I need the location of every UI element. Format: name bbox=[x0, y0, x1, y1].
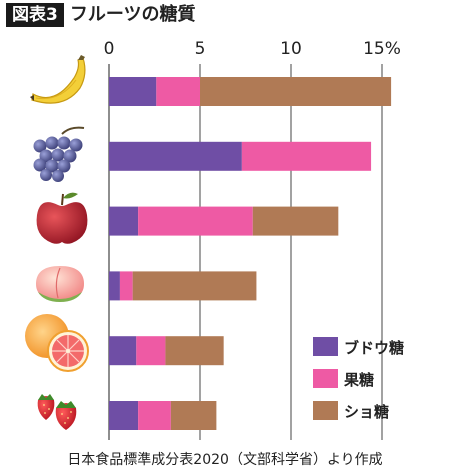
bar-banana-series-0 bbox=[109, 77, 157, 106]
legend-label-sucrose: ショ糖 bbox=[344, 403, 389, 421]
bar-strawberry-series-1 bbox=[138, 401, 171, 430]
peach-icon bbox=[36, 266, 84, 302]
x-tick-label-0: 0 bbox=[104, 39, 115, 59]
bar-grape-series-1 bbox=[241, 141, 372, 171]
bar-strawberry-series-0 bbox=[109, 401, 139, 430]
apple-icon bbox=[36, 192, 88, 244]
chart-title: フルーツの糖質 bbox=[69, 4, 196, 25]
bar-grapefruit-series-1 bbox=[136, 336, 166, 366]
bar-peach-series-0 bbox=[109, 271, 120, 301]
bar-grape-series-0 bbox=[109, 141, 242, 171]
banana-icon bbox=[30, 55, 86, 104]
x-tick-label-10: 10 bbox=[280, 39, 302, 59]
grape-icon bbox=[33, 126, 85, 182]
bar-apple-series-2 bbox=[252, 206, 339, 236]
legend-label-glucose: ブドウ糖 bbox=[344, 339, 404, 357]
source-note: 日本食品標準成分表2020（文部科学省）より作成 bbox=[67, 452, 383, 468]
title-row: 図表3 フルーツの糖質 bbox=[6, 3, 195, 27]
bar-apple-series-1 bbox=[138, 206, 253, 236]
bar-banana-series-1 bbox=[156, 77, 200, 106]
bar-peach-series-1 bbox=[119, 271, 133, 301]
x-tick-label-5: 5 bbox=[195, 39, 206, 59]
strawberry-icon bbox=[37, 394, 77, 430]
bar-grapefruit-series-0 bbox=[109, 336, 137, 366]
x-tick-label-15: 15% bbox=[363, 39, 401, 59]
bar-apple-series-0 bbox=[109, 206, 139, 236]
legend-label-fructose: 果糖 bbox=[343, 371, 374, 389]
legend-item-sucrose: ショ糖 bbox=[313, 401, 389, 421]
bar-peach-series-2 bbox=[132, 271, 257, 301]
legend-swatch-glucose bbox=[313, 337, 338, 356]
legend-item-fructose: 果糖 bbox=[313, 369, 374, 389]
figure-label: 図表3 bbox=[6, 3, 64, 27]
grapefruit-icon bbox=[25, 314, 89, 372]
legend: ブドウ糖 果糖 ショ糖 bbox=[313, 337, 404, 421]
legend-swatch-sucrose bbox=[313, 401, 338, 420]
bar-banana-series-2 bbox=[200, 77, 392, 106]
bar-strawberry-series-2 bbox=[170, 401, 217, 430]
legend-swatch-fructose bbox=[313, 369, 338, 388]
bar-grapefruit-series-2 bbox=[165, 336, 224, 366]
legend-item-glucose: ブドウ糖 bbox=[313, 337, 404, 357]
